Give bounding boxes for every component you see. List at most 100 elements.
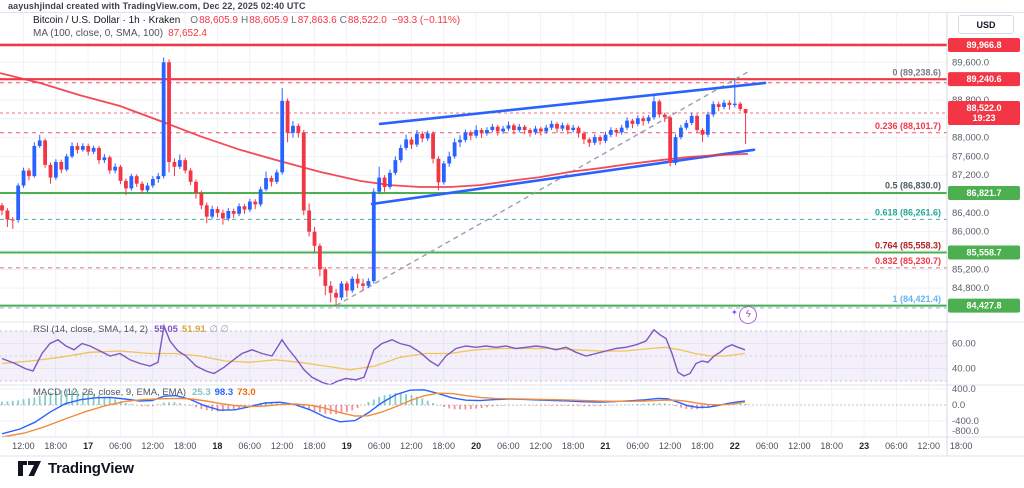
time-tick-label: 18:00 — [691, 441, 714, 451]
candle — [371, 191, 376, 282]
candle — [355, 278, 360, 284]
time-tick-label: 21 — [600, 441, 610, 451]
candle — [700, 130, 705, 135]
price-badge-label: 85,558.7 — [966, 247, 1001, 257]
ma-value: 87,652.4 — [168, 28, 207, 39]
currency-selector[interactable]: USD — [958, 15, 1014, 34]
time-tick-label: 06:00 — [238, 441, 261, 451]
candle — [167, 62, 171, 163]
candle — [145, 185, 150, 191]
candle — [673, 137, 678, 163]
candle — [517, 126, 522, 131]
reaction-lightning-icon[interactable]: ✦ ϟ — [731, 304, 759, 327]
time-axis[interactable] — [0, 437, 1024, 456]
candle — [598, 137, 603, 141]
macd-pane-separator[interactable] — [0, 383, 947, 387]
candle — [447, 156, 452, 164]
candle — [70, 146, 74, 157]
candle — [528, 130, 532, 133]
candle — [307, 210, 312, 232]
rsi-legend-row[interactable]: RSI (14, close, SMA, 14, 2) 55.05 51.91 ∅ ∅ — [33, 324, 229, 335]
candle — [194, 181, 198, 194]
time-tick-label: 19 — [342, 441, 352, 451]
candle — [431, 133, 435, 159]
change-value: −93.3 (−0.11%) — [391, 15, 461, 26]
tradingview-footer-link[interactable]: TradingView — [18, 460, 134, 477]
price-tick-label: 89,600.0 — [952, 57, 989, 68]
tradingview-brand-text: TradingView — [48, 460, 134, 477]
candle — [409, 139, 414, 145]
candle — [118, 166, 123, 181]
price-tick-label: 86,400.0 — [952, 208, 989, 219]
time-tick-label: 17 — [83, 441, 93, 451]
rsi-pane-separator[interactable] — [0, 320, 947, 324]
candle — [538, 128, 543, 132]
candle — [21, 170, 26, 186]
candle — [727, 102, 732, 106]
rsi-tick-label: 60.00 — [952, 339, 976, 350]
candle — [53, 162, 58, 178]
candle — [350, 278, 355, 291]
time-tick-label: 12:00 — [141, 441, 164, 451]
candle — [619, 127, 624, 133]
candle — [97, 147, 101, 161]
candle — [657, 101, 662, 115]
high-value: 88,605.9 — [249, 15, 289, 26]
candle — [544, 127, 549, 132]
candle — [398, 147, 403, 161]
candle — [86, 146, 91, 152]
candle — [134, 176, 139, 184]
candle — [474, 130, 479, 136]
symbol-legend-row[interactable]: Bitcoin / U.S. Dollar · 1h · Kraken O 88,6… — [33, 15, 460, 26]
candle — [711, 104, 716, 115]
candle — [635, 118, 640, 124]
candle — [301, 132, 306, 211]
time-tick-label: 18:00 — [820, 441, 843, 451]
rsi-sma-value: 51.91 — [181, 324, 206, 335]
candle — [414, 133, 419, 145]
candle — [684, 122, 689, 128]
candle — [16, 185, 21, 220]
macd-value: 98.3 — [214, 387, 234, 398]
candle — [113, 166, 118, 171]
sparkle-icon: ✦ — [731, 308, 738, 317]
candle — [522, 126, 527, 131]
candle — [226, 210, 231, 219]
price-axis[interactable] — [947, 13, 1024, 437]
symbol-title: Bitcoin / U.S. Dollar · 1h · Kraken — [33, 15, 181, 26]
candle — [237, 206, 241, 214]
time-tick-label: 18:00 — [303, 441, 326, 451]
time-tick-label: 06:00 — [756, 441, 779, 451]
candle — [210, 209, 215, 217]
candle — [625, 120, 629, 128]
candle — [641, 118, 646, 122]
price-badge-countdown: 19:23 — [972, 113, 995, 123]
macd-legend-row[interactable]: MACD (12, 26, close, 9, EMA, EMA) 25.3 98.… — [33, 387, 256, 398]
candle — [285, 100, 290, 133]
candle — [458, 139, 462, 143]
close-label: C — [339, 15, 347, 26]
ma-legend-row[interactable]: MA (100, close, 0, SMA, 100) 87,652.4 — [33, 28, 207, 39]
candle — [490, 126, 495, 131]
candle — [129, 176, 134, 189]
candle — [199, 193, 204, 206]
fib-label: 0.764 (85,558.3) — [875, 240, 941, 250]
macd-tick-label: 400.0 — [952, 384, 976, 395]
candle — [183, 160, 188, 171]
rsi-band — [0, 331, 947, 381]
candle — [377, 177, 382, 192]
candle — [388, 172, 392, 187]
time-tick-label: 06:00 — [885, 441, 908, 451]
trendline — [335, 70, 751, 307]
fib-label: 0.618 (86,261.6) — [875, 207, 941, 217]
fib-label: 1 (84,421.4) — [892, 294, 941, 304]
open-label: O — [190, 15, 199, 26]
fib-label: 0.5 (86,830.0) — [885, 181, 941, 191]
candle — [732, 103, 737, 106]
candle — [436, 158, 441, 183]
low-value: 87,863.6 — [297, 15, 337, 26]
channel_lower — [370, 148, 756, 206]
time-tick-label: 18:00 — [44, 441, 67, 451]
